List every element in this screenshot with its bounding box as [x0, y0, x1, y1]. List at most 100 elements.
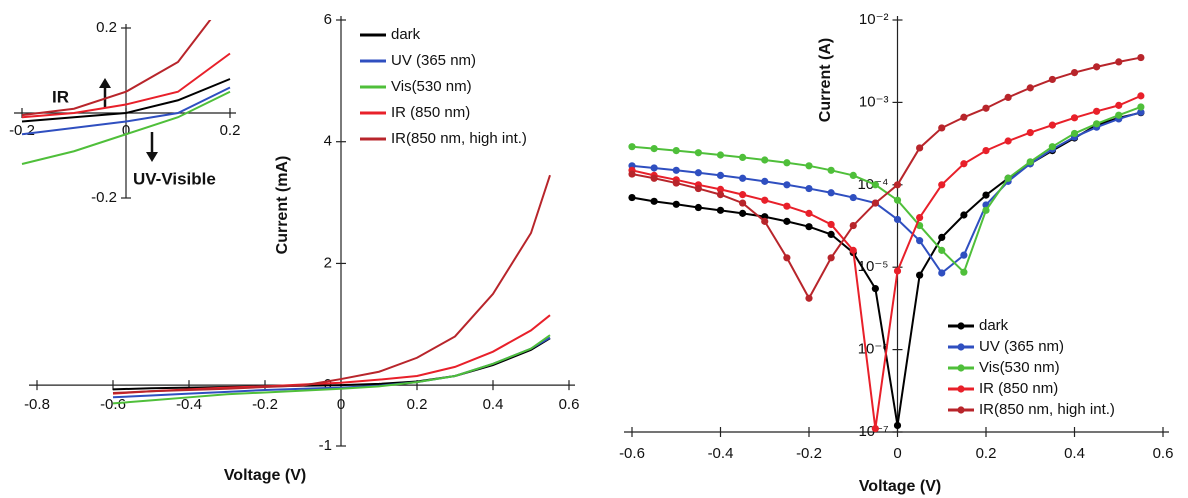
data-point [1004, 137, 1012, 145]
series-line [631, 111, 1142, 275]
legend-label: IR (850 nm) [979, 380, 1058, 397]
data-point [650, 174, 658, 182]
data-point [628, 143, 636, 151]
data-point [783, 159, 791, 167]
data-point [1070, 114, 1079, 122]
data-point [739, 174, 747, 182]
data-point [1048, 143, 1056, 151]
x-tick-label: 0 [893, 445, 901, 462]
data-point [916, 271, 924, 279]
data-point [827, 230, 835, 239]
y-axis-title: Current (mA) [274, 156, 291, 255]
data-point [960, 268, 968, 276]
x-tick-label: 0.6 [1153, 445, 1174, 462]
data-point [849, 246, 857, 254]
x-axis-title: Voltage (V) [859, 478, 941, 495]
series-line [631, 56, 1142, 301]
x-tick-label: -0.6 [100, 396, 126, 413]
x-tick-label: 0.4 [1064, 445, 1085, 462]
data-point [1026, 129, 1034, 137]
data-point [1115, 101, 1123, 109]
data-point [916, 237, 924, 245]
data-point [1093, 63, 1101, 71]
data-point [1093, 120, 1101, 128]
data-point [716, 171, 725, 180]
data-point [805, 223, 813, 231]
data-point [672, 179, 680, 187]
data-point [982, 104, 990, 112]
data-point [893, 181, 902, 189]
x-tick-label: -0.2 [796, 445, 822, 462]
legend-label: Vis(530 nm) [391, 78, 472, 95]
data-point [1137, 108, 1145, 116]
x-tick-label: 0.2 [976, 445, 997, 462]
data-point [716, 206, 725, 214]
data-point [761, 156, 769, 164]
series-line [112, 337, 551, 391]
data-point [716, 191, 725, 199]
series-line [21, 78, 231, 123]
y-tick-label: 0.2 [96, 19, 117, 36]
x-tick-label: 0.2 [407, 396, 428, 413]
legend-marker [957, 343, 965, 351]
data-point [960, 211, 968, 219]
data-point [1048, 75, 1056, 84]
data-point [761, 196, 769, 204]
data-point [827, 166, 835, 174]
data-point [628, 193, 636, 202]
data-point [849, 221, 857, 230]
data-point [1115, 111, 1123, 119]
data-point [694, 149, 702, 157]
data-point [982, 206, 990, 214]
legend-label: dark [391, 26, 421, 43]
series-line [631, 94, 1142, 429]
data-point [805, 184, 813, 193]
x-tick-label: -0.4 [176, 396, 202, 413]
data-point [783, 217, 791, 225]
y-tick-label: 6 [324, 11, 332, 28]
y-tick-label: 2 [324, 254, 332, 271]
x-tick-label: -0.2 [9, 122, 35, 139]
data-point [938, 246, 946, 254]
data-point [938, 124, 946, 132]
x-tick-label: 0.6 [559, 396, 580, 413]
data-point [893, 421, 902, 430]
x-tick-label: -0.8 [24, 396, 50, 413]
data-point [672, 147, 680, 155]
data-point [960, 160, 968, 168]
data-point [716, 151, 725, 159]
y-tick-label: 10⁻³ [859, 93, 889, 110]
y-tick-label: 4 [324, 133, 332, 150]
data-point [938, 181, 946, 189]
data-point [1004, 93, 1012, 101]
data-point [960, 251, 968, 259]
annotation: UV-Visible [133, 169, 216, 188]
series-line [112, 174, 551, 395]
data-point [982, 191, 990, 199]
y-tick-label: 10⁻² [859, 11, 889, 28]
data-point [650, 144, 658, 153]
data-point [982, 147, 990, 155]
data-point [1070, 129, 1079, 138]
data-point [739, 153, 747, 162]
data-point [650, 164, 658, 172]
data-point [849, 193, 857, 202]
data-point [938, 269, 946, 277]
data-point [1004, 174, 1012, 182]
data-point [1093, 107, 1101, 115]
legend-marker [957, 385, 965, 393]
x-tick-label: 0 [337, 396, 345, 413]
series-line [21, 20, 212, 117]
data-point [650, 197, 658, 205]
data-point [1026, 158, 1034, 166]
data-point [871, 284, 879, 293]
annotation: IR [52, 87, 69, 106]
data-point [739, 191, 747, 199]
data-point [938, 233, 946, 241]
data-point [871, 181, 879, 189]
data-point [1070, 68, 1079, 77]
data-point [827, 254, 835, 262]
series-line [21, 52, 231, 119]
data-point [871, 199, 879, 207]
